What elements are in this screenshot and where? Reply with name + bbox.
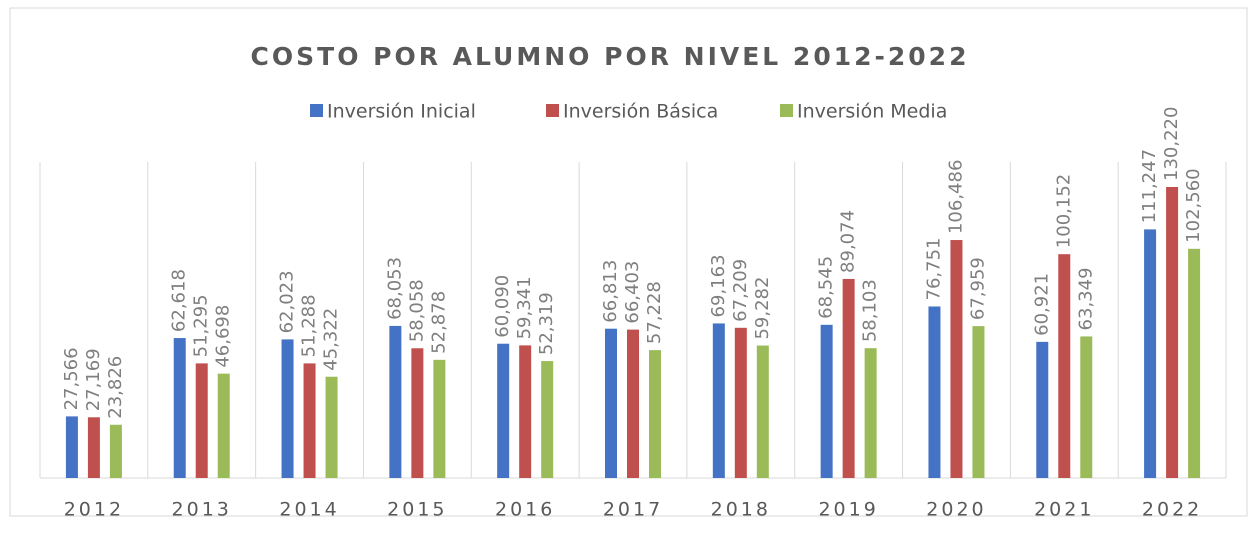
legend-label: Inversión Básica	[563, 101, 718, 123]
value-label: 51,288	[299, 294, 320, 357]
value-label: 52,878	[428, 291, 449, 354]
bar	[972, 326, 985, 478]
bar	[281, 339, 294, 478]
bar	[950, 240, 963, 478]
bar	[389, 325, 402, 478]
bar	[1080, 336, 1093, 478]
legend-swatch	[780, 104, 793, 117]
value-label: 51,295	[191, 294, 212, 357]
value-label: 106,486	[945, 160, 966, 234]
legend-swatch	[310, 104, 323, 117]
bar	[1166, 187, 1179, 478]
bar	[411, 348, 424, 478]
x-tick-label: 2015	[387, 499, 447, 521]
bar	[1058, 254, 1071, 478]
value-label: 52,319	[536, 292, 557, 355]
value-label: 57,228	[644, 281, 665, 344]
x-tick-label: 2016	[495, 499, 555, 521]
value-label: 68,545	[816, 256, 837, 319]
bar	[325, 376, 338, 478]
bar	[649, 350, 661, 478]
value-label: 60,090	[492, 275, 513, 338]
bar	[433, 359, 446, 478]
x-tick-label: 2012	[64, 499, 124, 521]
value-label: 76,751	[923, 238, 944, 301]
value-label: 46,698	[213, 305, 234, 368]
bar	[109, 424, 122, 478]
x-tick-label: 2014	[279, 499, 339, 521]
bar	[820, 324, 833, 478]
bar	[756, 345, 769, 478]
bar	[1144, 229, 1157, 478]
legend-label: Inversión Inicial	[327, 101, 476, 123]
value-label: 60,921	[1031, 273, 1052, 336]
legend-swatch	[546, 104, 559, 117]
bar	[1188, 248, 1201, 478]
bar	[734, 327, 747, 478]
value-label: 62,023	[277, 270, 298, 333]
value-label: 59,282	[752, 277, 773, 340]
value-label: 111,247	[1139, 149, 1160, 223]
value-label: 58,058	[406, 279, 427, 342]
x-tick-label: 2022	[1142, 499, 1202, 521]
value-label: 45,322	[321, 308, 342, 371]
bar	[842, 278, 855, 478]
bar	[627, 329, 639, 478]
bar	[712, 323, 725, 478]
value-label: 27,169	[83, 348, 104, 411]
bar	[217, 373, 230, 478]
bar	[497, 343, 510, 478]
bar	[303, 363, 316, 478]
value-label: 102,560	[1183, 168, 1204, 242]
x-tick-label: 2019	[818, 499, 878, 521]
bar	[87, 417, 100, 478]
value-label: 27,566	[61, 347, 82, 410]
x-tick-label: 2021	[1034, 499, 1094, 521]
x-tick-label: 2013	[172, 499, 232, 521]
bar	[1036, 341, 1049, 478]
value-label: 66,403	[622, 261, 643, 324]
bar	[195, 363, 208, 478]
value-label: 58,103	[860, 279, 881, 342]
bar	[65, 416, 78, 478]
bar	[519, 345, 532, 478]
value-label: 68,053	[384, 257, 405, 320]
chart-title: COSTO POR ALUMNO POR NIVEL 2012-2022	[251, 42, 970, 71]
bar	[173, 338, 186, 478]
value-label: 59,341	[514, 276, 535, 339]
bar	[605, 328, 617, 478]
value-label: 66,813	[600, 260, 621, 323]
value-label: 67,209	[730, 259, 751, 322]
value-label: 67,959	[967, 257, 988, 320]
value-label: 62,618	[169, 269, 190, 332]
value-label: 89,074	[838, 210, 859, 273]
x-tick-label: 2018	[711, 499, 771, 521]
value-label: 130,220	[1161, 107, 1182, 181]
chart-border	[9, 7, 1248, 517]
legend-label: Inversión Media	[797, 101, 947, 123]
x-tick-label: 2017	[603, 499, 663, 521]
bar	[541, 361, 554, 478]
value-label: 63,349	[1075, 267, 1096, 330]
value-label: 100,152	[1053, 174, 1074, 248]
bar	[928, 306, 941, 478]
value-label: 69,163	[708, 254, 729, 317]
value-label: 23,826	[105, 356, 126, 419]
x-tick-label: 2020	[926, 499, 986, 521]
bar	[864, 348, 877, 478]
